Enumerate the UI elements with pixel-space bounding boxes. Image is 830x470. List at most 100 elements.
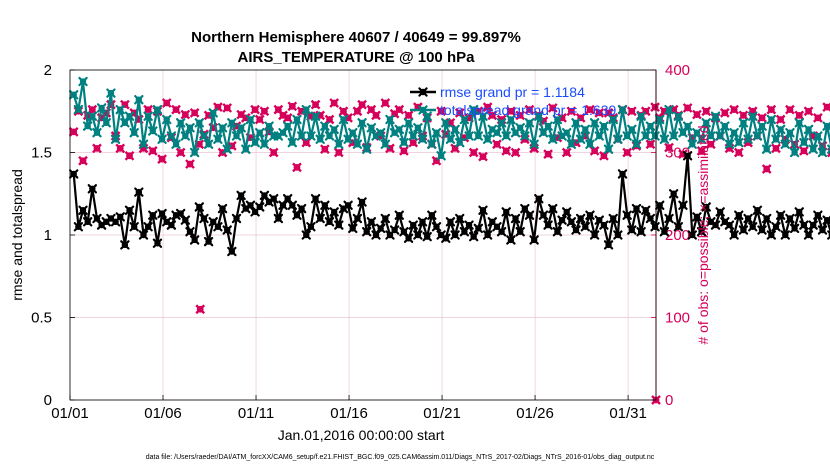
totalspread-point-dot [289, 139, 296, 146]
rmse-point-dot [512, 215, 519, 222]
totalspread-point-dot [335, 141, 343, 148]
rmse-point-dot [84, 218, 91, 225]
totalspread-point-dot [93, 129, 101, 136]
totalspread-point-dot [191, 149, 198, 156]
totalspread-point-dot [791, 149, 798, 156]
totalspread-point-dot [219, 124, 226, 131]
obs-point-dot [740, 111, 747, 119]
legend-entry-label: rmse grand pr = 1.1184 [440, 84, 585, 100]
obs-point-dot [586, 106, 594, 113]
totalspread-point-dot [410, 132, 417, 140]
totalspread-point-dot [112, 136, 119, 143]
obs-point-dot [763, 165, 771, 173]
rmse-point-dot [716, 208, 724, 216]
totalspread-point-dot [205, 141, 212, 148]
totalspread-point-dot [465, 132, 473, 140]
rmse-point-dot [326, 218, 333, 225]
rmse-point-dot [89, 185, 96, 192]
obs-point-dot [149, 147, 157, 155]
obs-point-dot [261, 107, 268, 115]
rmse-point-dot [79, 207, 87, 214]
y-axis-label-right: # of obs: o=possible; ×=assimilated [695, 125, 711, 344]
rmse-point-dot [330, 208, 338, 216]
rmse-point-dot [168, 221, 175, 229]
rmse-point-dot [763, 215, 770, 222]
rmse-point-dot [154, 240, 161, 247]
rmse-point-dot [135, 188, 143, 196]
x-tick-label: 01/06 [144, 405, 182, 422]
totalspread-point-dot [70, 91, 77, 98]
totalspread-point-dot [712, 113, 719, 120]
y-tick-label-left: 1 [44, 227, 52, 244]
obs-point-dot [479, 153, 487, 161]
totalspread-point-dot [79, 78, 87, 85]
obs-point-dot [623, 149, 631, 156]
rmse-point-dot [293, 212, 301, 219]
totalspread-point-dot [251, 139, 259, 146]
totalspread-point-dot [596, 132, 603, 140]
rmse-point-dot [410, 221, 417, 229]
totalspread-point-dot [740, 119, 747, 127]
obs-point-dot [563, 149, 571, 156]
rmse-point-dot [414, 231, 422, 239]
totalspread-point-dot [117, 106, 124, 113]
obs-point-dot [395, 106, 403, 113]
totalspread-point-dot [623, 132, 631, 140]
rmse-point-dot [256, 203, 263, 211]
rmse-point-dot [396, 212, 403, 219]
rmse-point-dot [740, 226, 747, 234]
rmse-point-dot [214, 223, 222, 230]
rmse-point-dot [628, 226, 636, 234]
totalspread-point-dot [549, 136, 556, 143]
rmse-point-dot [317, 215, 324, 222]
obs-point-dot [721, 109, 729, 117]
totalspread-point-dot [758, 122, 766, 130]
totalspread-point-dot [568, 141, 575, 148]
x-axis: 01/01 01/06 01/11 01/16 01/21 01/26 01/31 [51, 395, 647, 422]
totalspread-point-dot [805, 126, 812, 133]
totalspread-point-dot [628, 126, 636, 133]
totalspread-point-dot [819, 149, 826, 156]
rmse-point-dot [484, 231, 491, 239]
rmse-point-dot [605, 241, 612, 249]
rmse-point-dot [661, 228, 668, 235]
obs-point-dot [354, 107, 361, 115]
totalspread-point-dot [405, 119, 412, 127]
rmse-point-dot [237, 192, 245, 199]
rmse-point-dot [228, 248, 236, 255]
rmse-point-dot [703, 203, 710, 211]
obs-point-dot [116, 144, 124, 152]
totalspread-point-dot [89, 113, 96, 120]
obs-point-dot [730, 106, 738, 113]
rmse-point-dot [772, 223, 780, 230]
totalspread-point-dot [777, 126, 784, 133]
obs-point-dot [270, 149, 278, 156]
totalspread-point-dot [237, 124, 245, 131]
obs-point-dot [526, 106, 533, 113]
totalspread-point-dot [293, 116, 301, 123]
rmse-point-dot [75, 223, 82, 230]
totalspread-point-dot [772, 136, 780, 143]
obs-point-dot [698, 147, 705, 155]
rmse-point-dot [530, 236, 538, 244]
rmse-point-dot [349, 225, 356, 232]
obs-point-dot [767, 106, 775, 113]
rmse-point-dot [354, 215, 361, 222]
totalspread-point-dot [749, 113, 756, 120]
totalspread-point-dot [614, 136, 622, 143]
obs-point-dot [567, 107, 575, 115]
rmse-point-dot [582, 223, 589, 230]
obs-point-dot [256, 116, 264, 123]
rmse-point-dot [572, 226, 580, 234]
rmse-point-dot [298, 205, 305, 212]
obs-point-dot [549, 104, 557, 112]
obs-point-dot [702, 107, 710, 115]
rmse-point-dot [796, 208, 803, 216]
rmse-point-dot [610, 215, 617, 222]
totalspread-point-dot [317, 136, 324, 143]
obs-outlier-dot [196, 305, 204, 313]
rmse-point-dot [651, 223, 659, 230]
totalspread-point-dot [768, 116, 775, 123]
obs-point-dot [288, 102, 296, 110]
totalspread-point-dot [689, 141, 696, 148]
